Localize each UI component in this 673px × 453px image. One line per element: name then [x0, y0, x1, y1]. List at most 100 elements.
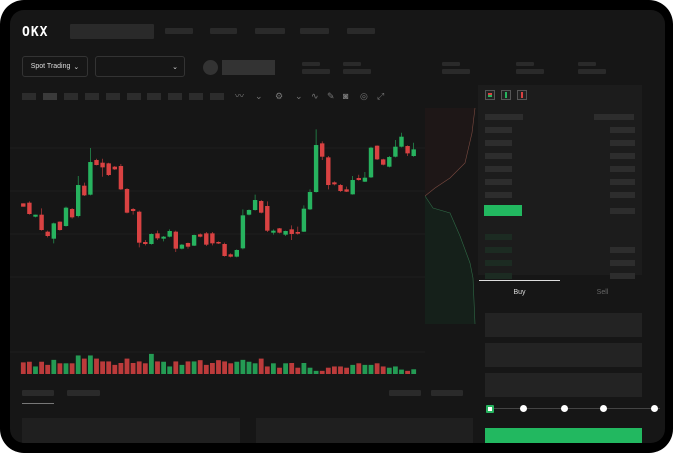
sell-tab[interactable]: Sell: [596, 289, 609, 296]
volume-bar: [63, 363, 69, 374]
volume-bar: [368, 364, 374, 374]
pencil-icon[interactable]: ✎: [327, 91, 335, 101]
candle-down: [259, 201, 264, 213]
candlestick-chart[interactable]: [10, 105, 480, 375]
volume-bar: [45, 364, 51, 374]
header-search-placeholder[interactable]: [70, 24, 154, 39]
candle-up: [350, 180, 355, 195]
app-screen: OKX Spot Trading ⌄ ⌄ 〰 ⌄ ⚙ ⌄ ∿ ✎ ◙ ◎ ⤢: [10, 10, 665, 443]
spot-trading-label: Spot Trading: [30, 63, 71, 70]
nav-item[interactable]: [210, 28, 237, 34]
fullscreen-icon[interactable]: ⤢: [377, 91, 385, 101]
slider-step-100[interactable]: [651, 405, 658, 412]
ask-price: [485, 153, 512, 159]
ask-amount: [610, 153, 635, 159]
slider-step-75[interactable]: [600, 405, 607, 412]
candle-up: [51, 223, 56, 239]
timeframe-button[interactable]: [85, 93, 99, 100]
candle-down: [21, 203, 26, 207]
camera-icon[interactable]: ◙: [343, 91, 349, 101]
volume-bar: [307, 367, 313, 374]
chevron-down-icon: ⌄: [73, 63, 80, 71]
okx-logo: OKX: [22, 25, 49, 40]
book-view-both-icon[interactable]: [485, 90, 495, 100]
book-view-asks-icon[interactable]: [517, 90, 527, 100]
candle-up: [179, 244, 185, 249]
timeframe-button[interactable]: [189, 93, 203, 100]
total-input[interactable]: [485, 373, 642, 397]
depth-chart: [425, 108, 476, 324]
volume-bar: [210, 363, 215, 374]
book-view-bids-icon[interactable]: [501, 90, 511, 100]
candle-down: [173, 231, 178, 249]
nav-item[interactable]: [347, 28, 375, 34]
volume-bar: [94, 358, 99, 374]
nav-item[interactable]: [300, 28, 329, 34]
chevron-icon[interactable]: ⌄: [295, 91, 303, 101]
chart-type-icon[interactable]: ⌄: [255, 91, 263, 101]
slider-step-50[interactable]: [561, 405, 568, 412]
candle-up: [149, 234, 154, 245]
timeframe-button[interactable]: [127, 93, 141, 100]
timeframe-button[interactable]: [22, 93, 36, 100]
volume-bar: [203, 364, 209, 374]
candle-down: [320, 143, 325, 157]
spot-trading-button[interactable]: Spot Trading ⌄: [22, 56, 88, 77]
candle-down: [124, 189, 130, 213]
volume-bar: [167, 366, 173, 374]
candle-down: [344, 189, 349, 192]
line-tool-icon[interactable]: ∿: [311, 91, 319, 101]
volume-bar: [246, 361, 252, 374]
chevron-down-icon: ⌄: [172, 63, 178, 71]
settings-icon[interactable]: ⚙: [275, 91, 284, 101]
nav-item[interactable]: [255, 28, 285, 34]
timeframe-button-active[interactable]: [43, 93, 57, 100]
buy-submit-button[interactable]: [485, 428, 642, 443]
candle-down: [332, 182, 337, 185]
volume-bar: [173, 361, 179, 374]
timeframe-button[interactable]: [168, 93, 182, 100]
history-tab[interactable]: [67, 390, 100, 396]
buy-tab[interactable]: Buy: [513, 289, 526, 296]
amount-slider-track[interactable]: [490, 408, 660, 409]
candle-up: [271, 230, 276, 233]
timeframe-button[interactable]: [210, 93, 224, 100]
nav-item[interactable]: [165, 28, 193, 34]
stat-value: [302, 69, 330, 74]
stat-label: [578, 62, 596, 66]
indicator-icon[interactable]: 〰: [235, 91, 245, 101]
volume-bar: [362, 364, 368, 374]
amount-input[interactable]: [485, 343, 642, 367]
candle-down: [374, 145, 380, 160]
candle-down: [198, 234, 203, 237]
stat-value: [516, 69, 544, 74]
orders-tab[interactable]: [22, 390, 54, 396]
slider-handle[interactable]: [486, 405, 494, 413]
volume-bar: [216, 360, 221, 374]
timeframe-button[interactable]: [64, 93, 78, 100]
volume-bar: [100, 361, 105, 374]
volume-bar: [338, 366, 343, 374]
pair-select[interactable]: ⌄: [95, 56, 185, 77]
ask-amount: [610, 127, 635, 133]
slider-step-25[interactable]: [520, 405, 527, 412]
target-icon[interactable]: ◎: [360, 91, 368, 101]
timeframe-button[interactable]: [106, 93, 120, 100]
candle-down: [381, 159, 386, 165]
candle-up: [167, 231, 172, 237]
buy-tab-underline: [479, 280, 560, 281]
candle-up: [33, 214, 38, 217]
volume-bar: [386, 367, 392, 374]
volume-bar: [380, 366, 386, 374]
volume-bar: [130, 363, 136, 374]
volume-bar: [118, 363, 124, 374]
filter-button[interactable]: [389, 390, 421, 396]
volume-bar: [222, 361, 227, 374]
timeframe-button[interactable]: [147, 93, 161, 100]
volume-bar: [51, 359, 57, 374]
filter-button[interactable]: [431, 390, 463, 396]
price-input[interactable]: [485, 313, 642, 337]
candle-down: [405, 146, 410, 154]
volume-bar: [374, 363, 380, 374]
candle-down: [39, 214, 44, 231]
